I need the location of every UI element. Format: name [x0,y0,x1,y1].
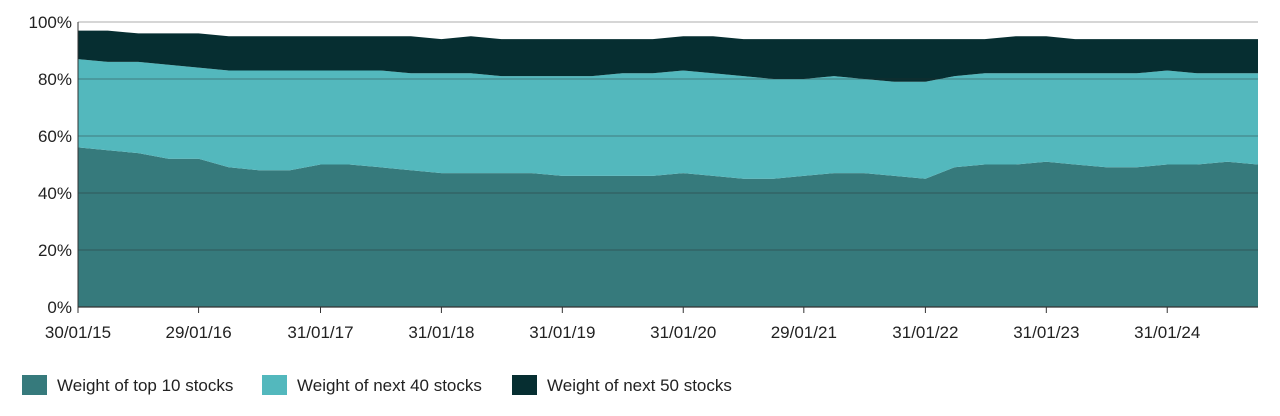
area-series-next40 [78,59,1258,179]
x-tick-label: 31/01/24 [1134,323,1200,342]
x-tick-label: 31/01/17 [287,323,353,342]
x-tick-label: 31/01/23 [1013,323,1079,342]
x-tick-label: 29/01/16 [165,323,231,342]
legend-swatch [22,375,47,395]
axes-layer [77,22,1258,313]
y-tick-label: 100% [29,13,72,32]
y-tick-label: 80% [38,70,72,89]
y-tick-label: 40% [38,184,72,203]
x-tick-label: 31/01/18 [408,323,474,342]
area-layer [78,30,1258,307]
legend-swatch [262,375,287,395]
x-tick-label: 31/01/19 [529,323,595,342]
x-tick-label: 30/01/15 [45,323,111,342]
legend-swatch [512,375,537,395]
area-series-next50 [78,30,1258,82]
legend-item-next50: Weight of next 50 stocks [512,375,732,395]
x-tick-label: 31/01/20 [650,323,716,342]
y-tick-label: 0% [47,298,72,317]
y-tick-label: 60% [38,127,72,146]
grid-layer [78,21,1258,251]
x-tick-labels: 30/01/15 29/01/16 31/01/17 31/01/18 31/01/19… [45,323,1200,342]
legend-item-top10: Weight of top 10 stocks [22,375,233,395]
y-tick-labels: 0% 20% 40% 60% 80% 100% [29,13,72,317]
legend-label: Weight of next 50 stocks [547,376,732,395]
legend-item-next40: Weight of next 40 stocks [262,375,482,395]
y-tick-label: 20% [38,241,72,260]
x-tick-label: 31/01/22 [892,323,958,342]
legend: Weight of top 10 stocks Weight of next 40… [22,375,732,395]
x-tick-label: 29/01/21 [771,323,837,342]
legend-label: Weight of next 40 stocks [297,376,482,395]
legend-label: Weight of top 10 stocks [57,376,233,395]
area-series-top10 [78,147,1258,307]
